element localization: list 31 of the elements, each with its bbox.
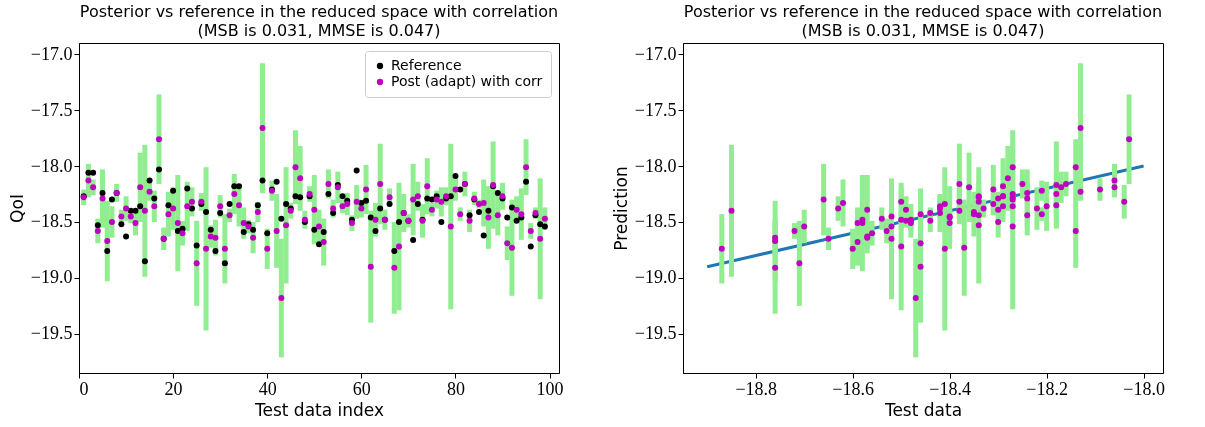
y-tick-label: −17.5: [30, 99, 73, 120]
y-tick-label: −18.5: [30, 211, 73, 232]
y-tick-label: −18.5: [634, 211, 677, 232]
x-axis-title: Test data: [883, 399, 963, 420]
x-tick-label: −18.4: [929, 378, 971, 399]
x-tick-label: −18.0: [1123, 378, 1165, 399]
x-tick-label: −18.6: [832, 378, 875, 399]
x-tick-label: 100: [536, 378, 564, 399]
x-tick-label: 40: [258, 378, 277, 399]
chart-title: Posterior vs reference in the reduced space with correlation (MSB is 0.031, MMSE is 0.047): [79, 2, 559, 40]
y-axis-title: Prediction: [610, 166, 631, 251]
y-axis-title: QoI: [6, 194, 27, 223]
x-tick-label: −18.2: [1026, 378, 1068, 399]
x-tick-label: 80: [446, 378, 465, 399]
legend-label: Reference: [391, 57, 462, 73]
x-axis-title: Test data index: [253, 399, 385, 420]
legend-label: Post (adapt) with corr: [391, 73, 543, 89]
y-tick-label: −18.0: [634, 155, 677, 176]
y-tick-label: −19.0: [30, 267, 73, 288]
x-tick-label: −18.8: [735, 378, 778, 399]
x-tick-label: 20: [164, 378, 183, 399]
y-tick-label: −19.5: [634, 323, 677, 344]
y-tick-label: −17.5: [634, 99, 677, 120]
x-tick-label: 60: [352, 378, 371, 399]
y-tick-label: −19.5: [30, 323, 73, 344]
y-tick-label: −18.0: [30, 155, 73, 176]
y-tick-label: −17.0: [634, 43, 677, 64]
y-tick-label: −17.0: [30, 43, 73, 64]
x-tick-label: 0: [79, 378, 89, 399]
y-tick-label: −19.0: [634, 267, 677, 288]
chart-title: Posterior vs reference in the reduced space with correlation (MSB is 0.031, MMSE is 0.047): [683, 2, 1163, 40]
